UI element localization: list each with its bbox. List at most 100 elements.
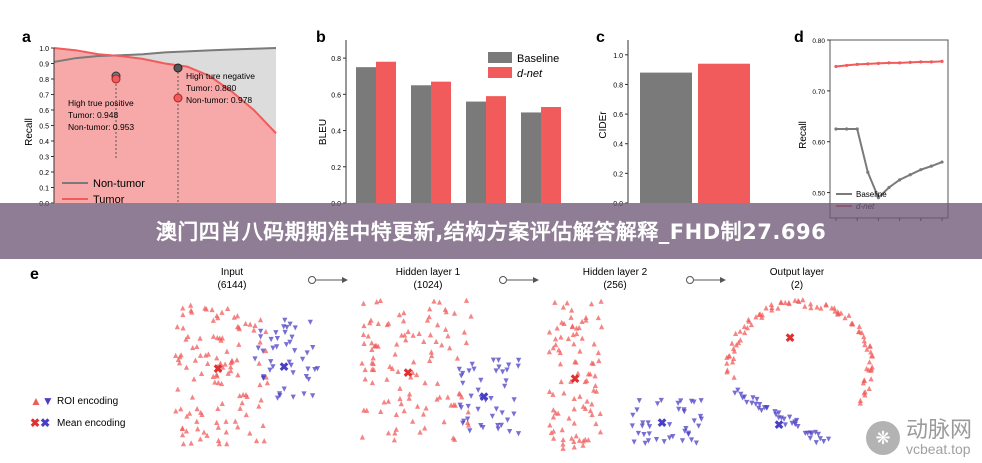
chart-e-point (256, 360, 262, 366)
chart-e-point (173, 352, 179, 358)
chart-e-point (478, 377, 484, 383)
chart-b-bar-dnet-3 (486, 96, 506, 203)
chart-e-point (239, 400, 245, 406)
chart-e-point (778, 299, 784, 305)
chart-e-point (792, 421, 798, 428)
chart-e-point (658, 397, 664, 404)
chart-e-point (310, 393, 316, 399)
chart-e-point (575, 370, 581, 376)
chart-d-ytick-label: 0.50 (812, 191, 825, 198)
chart-e-point (426, 314, 432, 320)
chart-e-point (203, 352, 209, 358)
chart-e-point (242, 320, 249, 327)
chart-d-point-baseline (898, 178, 902, 182)
chart-e-point (237, 405, 243, 411)
chart-e-point (396, 312, 402, 318)
chart-e-point (795, 424, 801, 430)
chart-d-ytick-label: 0.70 (812, 89, 825, 96)
chart-e-point (860, 380, 866, 386)
chart-a-marker-tumor-1 (111, 74, 121, 84)
chart-e-mean-marker: ✖ (479, 390, 489, 404)
chart-a-ytick-label: 0.4 (39, 139, 49, 146)
chart-e-point (189, 394, 196, 400)
chart-e-point (569, 323, 575, 330)
chart-e-point (591, 341, 597, 347)
chart-c-ytick-label: 0.2 (613, 171, 623, 178)
chart-e-point (516, 357, 522, 363)
chart-e-point (369, 346, 375, 352)
chart-e-point (698, 398, 704, 404)
chart-e-point (414, 371, 420, 378)
chart-b-bar-baseline-1 (356, 67, 376, 204)
chart-d-point-dnet (866, 62, 870, 66)
chart-e-point (289, 334, 295, 340)
chart-e-point (808, 305, 814, 311)
chart-a-recall-curves: 0.00.10.20.30.40.50.60.70.80.91.0 Recall… (24, 46, 277, 208)
chart-e-point (268, 359, 274, 365)
chart-e-point (183, 364, 190, 370)
chart-e-point (461, 418, 467, 424)
chart-e-point (561, 390, 567, 396)
chart-e-point (214, 419, 220, 425)
chart-e-point (653, 437, 660, 443)
chart-e-point (807, 301, 814, 307)
chart-d-ytick-label: 0.60 (812, 140, 825, 147)
chart-e-subtitle-output: (2) (791, 280, 803, 291)
chart-e-arrow-tail (499, 276, 507, 284)
chart-e-point (215, 437, 222, 443)
chart-e-point (416, 330, 422, 337)
chart-e-title-input: Input (221, 267, 243, 278)
chart-e-point (387, 363, 393, 369)
chart-e-legend-mean-glyph: ✖✖ (30, 416, 50, 430)
chart-e-point (362, 366, 368, 373)
chart-e-title-hidden2: Hidden layer 2 (583, 267, 648, 278)
chart-e-point (493, 406, 500, 412)
chart-e-point (173, 408, 179, 414)
chart-e-point (223, 418, 229, 424)
chart-e-point (406, 395, 412, 401)
chart-e-point (469, 361, 475, 367)
chart-e-point (558, 334, 564, 340)
chart-e-point (738, 391, 744, 397)
chart-e-point (552, 299, 558, 305)
chart-e-point (821, 439, 827, 445)
chart-e-point (224, 348, 230, 354)
chart-e-point (825, 436, 832, 442)
chart-e-point (359, 434, 366, 440)
chart-e-point (802, 303, 808, 309)
chart-e-arrow-head (342, 277, 348, 283)
chart-e-point (451, 402, 457, 408)
chart-e-point (210, 333, 217, 339)
chart-e-point (178, 406, 184, 412)
chart-e-point (741, 323, 748, 330)
chart-e-point (489, 413, 496, 419)
chart-e-point (667, 422, 673, 428)
chart-e-point (369, 340, 375, 346)
chart-b-bar-baseline-3 (466, 101, 486, 203)
chart-e-point (461, 329, 467, 335)
chart-e-point (374, 299, 380, 305)
chart-e-point (439, 342, 445, 348)
chart-b-ytick-label: 0.2 (331, 165, 341, 172)
chart-e-point (475, 406, 481, 412)
chart-e-point (264, 380, 271, 386)
chart-e-point (724, 354, 730, 360)
chart-e-point (500, 369, 506, 375)
chart-e-point (290, 370, 296, 376)
chart-e-point (629, 423, 635, 429)
chart-e-embedding-scatter: Input (6144) Hidden layer 1 (1024) Hidde… (30, 267, 876, 451)
chart-e-point (568, 378, 574, 384)
chart-d-point-baseline (940, 160, 944, 164)
chart-e-point (212, 379, 218, 385)
chart-e-point (764, 405, 770, 411)
chart-e-point (417, 429, 423, 435)
chart-e-point (268, 336, 274, 343)
chart-e-point (579, 318, 585, 324)
chart-e-point (582, 405, 588, 411)
chart-e-point (467, 428, 473, 434)
chart-e-point (496, 364, 502, 370)
chart-e-point (506, 362, 512, 368)
chart-e-point (754, 396, 760, 403)
chart-e-point (823, 302, 829, 308)
chart-e-point (688, 437, 695, 443)
